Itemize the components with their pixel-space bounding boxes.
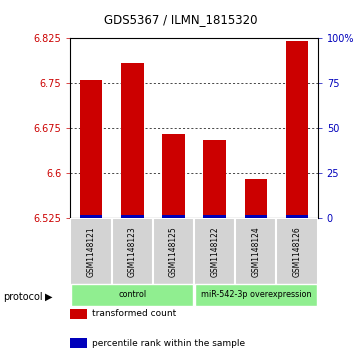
Bar	[244, 179, 267, 218]
Bar	[286, 41, 308, 218]
Bar	[80, 80, 102, 218]
Bar	[195, 284, 317, 306]
Text: GSM1148125: GSM1148125	[169, 226, 178, 277]
Text: miR-542-3p overexpression: miR-542-3p overexpression	[201, 290, 311, 299]
Bar	[162, 215, 185, 218]
Bar	[244, 215, 267, 218]
Bar	[194, 218, 235, 285]
Bar	[203, 215, 226, 218]
Text: GSM1148124: GSM1148124	[251, 226, 260, 277]
Bar	[71, 284, 193, 306]
Bar	[162, 134, 185, 218]
Bar	[286, 215, 308, 218]
Text: control: control	[118, 290, 146, 299]
Text: protocol: protocol	[4, 291, 43, 302]
Text: GSM1148121: GSM1148121	[87, 226, 96, 277]
Text: percentile rank within the sample: percentile rank within the sample	[92, 339, 245, 347]
Text: GDS5367 / ILMN_1815320: GDS5367 / ILMN_1815320	[104, 13, 257, 26]
Bar	[235, 218, 277, 285]
Text: GSM1148122: GSM1148122	[210, 226, 219, 277]
Bar	[70, 309, 87, 319]
Bar	[121, 215, 144, 218]
Bar	[203, 140, 226, 218]
Bar	[80, 215, 102, 218]
Bar	[70, 338, 87, 348]
Text: GSM1148123: GSM1148123	[128, 226, 137, 277]
Bar	[70, 218, 112, 285]
Bar	[153, 218, 194, 285]
Bar	[277, 218, 318, 285]
Text: GSM1148126: GSM1148126	[292, 226, 301, 277]
Text: transformed count: transformed count	[92, 310, 176, 318]
Bar	[121, 63, 144, 218]
Text: ▶: ▶	[45, 291, 52, 302]
Bar	[112, 218, 153, 285]
